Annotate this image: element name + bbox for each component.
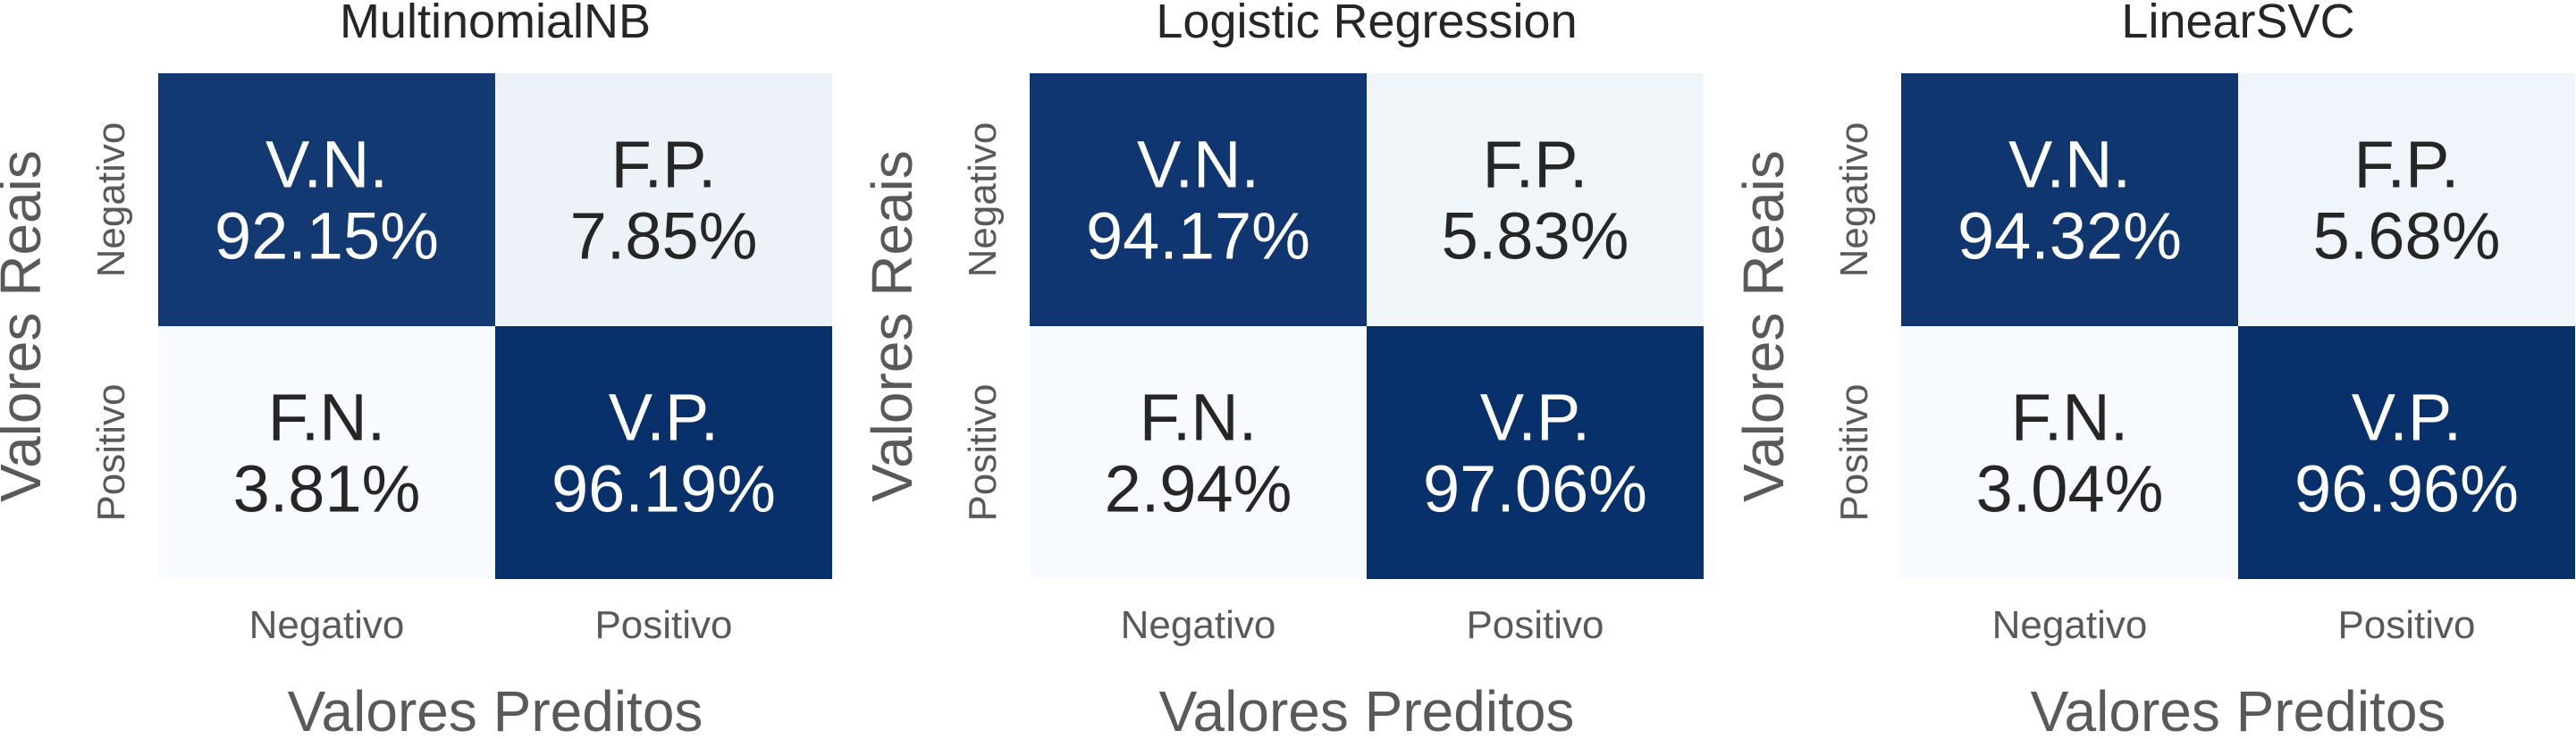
cell-value-label: 7.85% [570,199,758,273]
heatmap-cell [2238,326,2575,579]
cell-value-label: 3.04% [1976,452,2164,526]
y-axis-label: Valores Reais [860,150,924,502]
heatmap-cell [495,326,832,579]
heatmap-cell [158,73,495,326]
y-tick-label: Negativo [961,122,1005,278]
cell-abbr-label: V.N. [265,128,388,202]
x-axis-label: Valores Preditos [2031,679,2446,739]
x-tick-label: Positivo [1466,603,1604,647]
cell-abbr-label: V.P. [2352,381,2462,455]
y-axis-label: Valores Reais [0,150,53,502]
cell-abbr-label: V.N. [2008,128,2131,202]
cell-abbr-label: F.P. [611,128,717,202]
y-axis-label: Valores Reais [1731,150,1796,502]
heatmap-cell [1030,73,1367,326]
heatmap-cell [2238,73,2575,326]
cell-value-label: 5.83% [1442,199,1629,273]
chart-title: Logistic Regression [1156,0,1577,48]
chart-panel-3: V.N.94.32% F.P.5.68% F.N.3.04% V.P.96.96% Li… [1731,0,2575,739]
heatmap-cell [1367,326,1704,579]
x-tick-label: Positivo [2337,603,2475,647]
x-tick-label: Negativo [1992,603,2148,647]
cell-value-label: 92.15% [215,199,439,273]
cell-value-label: 96.96% [2294,452,2519,526]
cell-abbr-label: F.N. [1140,381,1258,455]
chart-title: LinearSVC [2121,0,2354,48]
y-tick-label: Positivo [1832,383,1876,521]
cell-value-label: 2.94% [1105,452,1292,526]
heatmap-cell [495,73,832,326]
cell-value-label: 96.19% [551,452,776,526]
cell-value-label: 94.32% [1957,199,2182,273]
chart-panel-1: V.N.92.15% F.P.7.85% F.N.3.81% V.P.96.19% Mu… [0,0,832,739]
chart-panel-2: V.N.94.17% F.P.5.83% F.N.2.94% V.P.97.06% Lo… [860,0,1704,739]
cell-abbr-label: F.N. [268,381,386,455]
heatmap-cell [1901,73,2238,326]
cell-value-label: 5.68% [2313,199,2501,273]
heatmap-cell [158,326,495,579]
cell-value-label: 97.06% [1423,452,1647,526]
cell-abbr-label: F.N. [2011,381,2129,455]
cell-abbr-label: V.N. [1137,128,1259,202]
heatmap-cell [1030,326,1367,579]
chart-title: MultinomialNB [340,0,651,48]
heatmap-cell [1367,73,1704,326]
y-tick-label: Negativo [89,122,133,278]
heatmap-cell [1901,326,2238,579]
cell-abbr-label: V.P. [1480,381,1591,455]
x-tick-label: Positivo [594,603,732,647]
y-tick-label: Positivo [961,383,1005,521]
y-tick-label: Positivo [89,383,133,521]
x-tick-label: Negativo [1121,603,1276,647]
cell-value-label: 94.17% [1086,199,1310,273]
x-axis-label: Valores Preditos [1159,679,1575,739]
x-tick-label: Negativo [249,603,405,647]
cell-abbr-label: F.P. [1483,128,1588,202]
x-axis-label: Valores Preditos [288,679,703,739]
cell-value-label: 3.81% [233,452,421,526]
cell-abbr-label: V.P. [609,381,720,455]
y-tick-label: Negativo [1832,122,1876,278]
cell-abbr-label: F.P. [2354,128,2460,202]
